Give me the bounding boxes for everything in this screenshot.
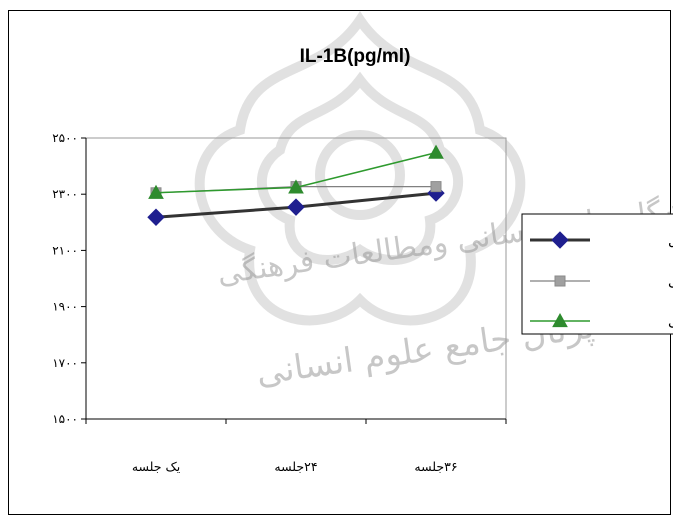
- series-triangle: [148, 144, 444, 199]
- series-diamond: [147, 184, 445, 226]
- legend-swatch-marker: [554, 275, 566, 287]
- x-tick-label: ۳۶جلسه: [414, 459, 457, 474]
- y-tick-label: ۱۵۰۰: [52, 412, 78, 426]
- y-tick-label: ۲۵۰۰: [52, 131, 78, 145]
- data-point: [148, 184, 164, 199]
- y-tick-label: ۱۷۰۰: [52, 356, 78, 370]
- data-point: [428, 144, 444, 159]
- legend-item: کنترل: [530, 231, 673, 249]
- legend-label: کنترل: [668, 233, 673, 249]
- data-point: [430, 181, 442, 193]
- legend-box: [521, 213, 673, 335]
- y-tick-label: ۱۹۰۰: [52, 300, 78, 314]
- data-point: [147, 208, 165, 226]
- legend-item: سرعتی: [530, 312, 673, 330]
- legend-label: بی تمرینی: [668, 274, 673, 290]
- y-tick-label: ۲۱۰۰: [52, 243, 78, 257]
- x-tick-label: یک جلسه: [132, 459, 181, 474]
- data-point: [287, 198, 305, 216]
- legend-item: بی تمرینی: [530, 274, 673, 290]
- data-point: [288, 179, 304, 194]
- legend-swatch-marker: [551, 231, 569, 249]
- watermark-emblem: [194, 10, 526, 326]
- y-tick-label: ۲۳۰۰: [52, 187, 78, 201]
- x-tick-label: ۲۴جلسه: [274, 459, 317, 474]
- legend-swatch-marker: [552, 312, 568, 328]
- legend-label: سرعتی: [668, 314, 673, 330]
- chart-title: IL-1B(pg/ml): [300, 46, 411, 67]
